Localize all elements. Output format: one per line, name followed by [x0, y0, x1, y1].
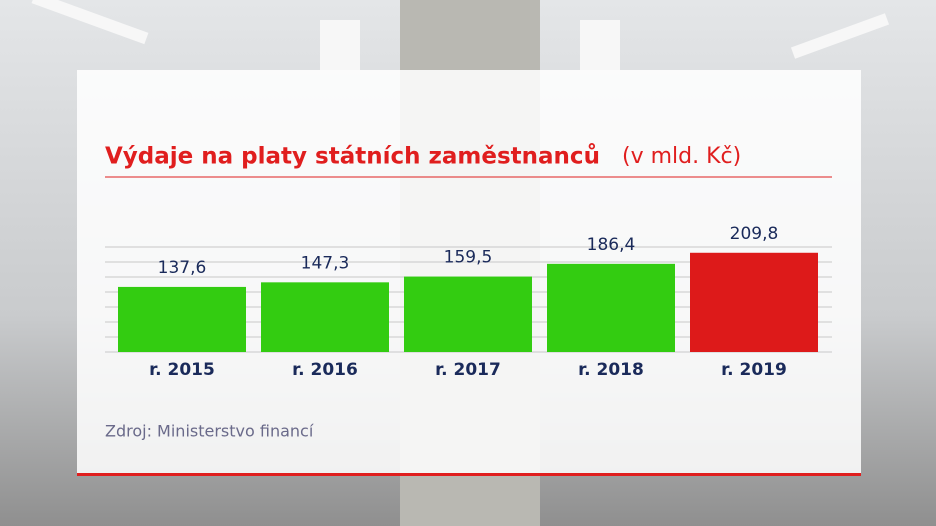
x-tick-label: r. 2016 [292, 360, 358, 380]
bar [404, 276, 532, 352]
bar [690, 252, 818, 352]
ceiling-light [580, 20, 620, 70]
value-label: 147,3 [301, 253, 350, 273]
ceiling-light [31, 0, 149, 45]
x-tick-label: r. 2017 [435, 360, 501, 380]
value-label: 186,4 [587, 235, 636, 255]
bar [118, 286, 246, 352]
chart-title: Výdaje na platy státních zaměstnanců [105, 143, 600, 170]
value-label: 159,5 [444, 248, 493, 268]
bar [547, 263, 675, 352]
ceiling-light [790, 13, 890, 59]
value-label: 209,8 [730, 224, 779, 244]
panel-border [77, 473, 861, 476]
chart-subtitle: (v mld. Kč) [622, 144, 741, 169]
value-label: 137,6 [158, 258, 207, 278]
x-tick-label: r. 2019 [721, 360, 787, 380]
source: Zdroj: Ministerstvo financí [105, 422, 314, 441]
ceiling-light [320, 20, 360, 70]
bar [261, 282, 389, 352]
x-tick-label: r. 2018 [578, 360, 644, 380]
x-tick-label: r. 2015 [149, 360, 215, 380]
